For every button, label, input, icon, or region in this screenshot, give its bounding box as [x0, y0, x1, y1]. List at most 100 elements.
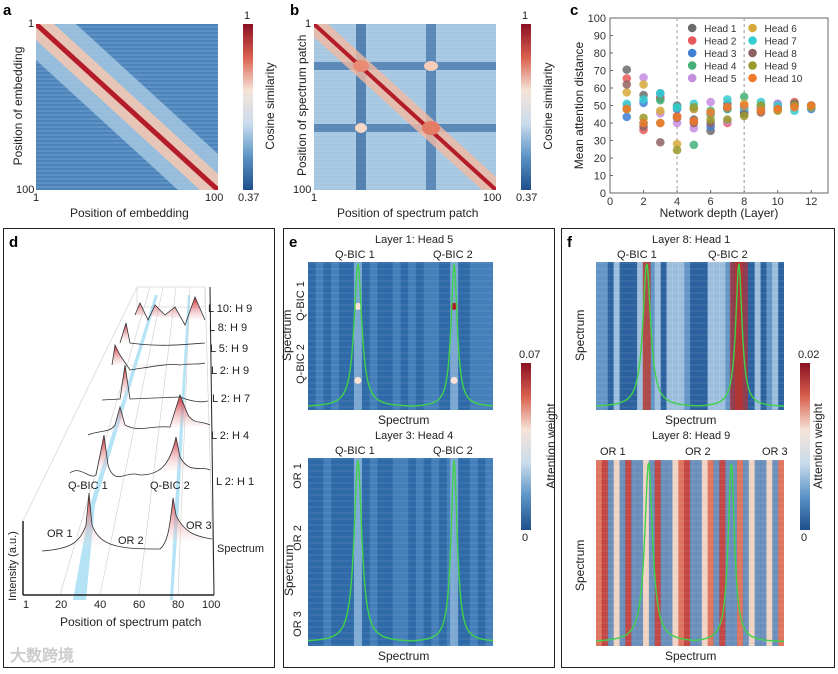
heatmap-row [596, 616, 784, 618]
heatmap-column [760, 460, 767, 646]
heatmap-column [631, 262, 638, 410]
legend-label: Head 5 [704, 74, 737, 85]
heatmap-column [625, 460, 632, 646]
heatmap-row [308, 638, 493, 640]
f-bottom-title: Layer 8: Head 9 [652, 430, 731, 442]
heatmap-row [308, 536, 493, 538]
heatmap-row [308, 482, 493, 484]
point-head-8 [622, 80, 632, 89]
point-head-6 [656, 106, 665, 116]
a-colorbar-label: Cosine similarity [263, 62, 277, 150]
heatmap-column [408, 458, 417, 646]
heatmap-row [596, 352, 784, 354]
legend-marker [687, 48, 697, 58]
heatmap-row [308, 500, 493, 502]
e-colorbar-min: 0 [522, 532, 529, 544]
heatmap-stripe [36, 32, 218, 34]
heatmap-column [654, 460, 662, 646]
spectrum-curve [596, 462, 784, 643]
heatmap-row [308, 464, 493, 466]
a-y-tick-1: 1 [28, 18, 35, 30]
heatmap-stripe [314, 164, 496, 166]
heatmap-column [713, 460, 720, 646]
heatmap-column [684, 262, 691, 410]
heatmap-row [596, 514, 784, 516]
e-colorbar [521, 363, 531, 530]
heatmap-column [331, 458, 340, 646]
b-y-tick-100: 100 [293, 184, 312, 196]
heatmap-row [308, 340, 493, 342]
heatmap-row [308, 406, 493, 408]
heatmap-row [308, 614, 493, 616]
heatmap-row [308, 382, 493, 384]
hotspot [354, 302, 362, 310]
b-y-label: Position of spectrum patch [295, 34, 309, 176]
heatmap-column [690, 460, 697, 646]
legend-label: Head 4 [704, 62, 737, 73]
heatmap-column [385, 458, 394, 646]
heatmap-row [596, 586, 784, 588]
heatmap-row [308, 376, 493, 378]
d-row-label-5: L 2: H 4 [211, 430, 250, 442]
heatmap-row [596, 292, 784, 294]
legend-marker [748, 48, 757, 58]
heatmap-column [613, 262, 620, 410]
heatmap-row [308, 596, 493, 598]
point-head-2 [622, 74, 632, 83]
a-colorbar-max: 1 [244, 10, 251, 22]
heatmap-stripe [314, 40, 496, 42]
heatmap-stripe [314, 168, 496, 170]
heatmap-row [596, 460, 784, 462]
e-top-heatmap [308, 262, 493, 410]
heatmap-column [648, 460, 656, 646]
heatmap-row [596, 496, 784, 498]
d-annot-qbic1: Q-BIC 1 [68, 480, 108, 492]
heatmap-column [601, 460, 609, 646]
hot-column [450, 458, 459, 646]
heatmap-row [308, 316, 493, 318]
heatmap-row [596, 298, 784, 300]
panel-d-waterfall [22, 286, 215, 600]
heatmap-column [678, 262, 685, 410]
heatmap-stripe [314, 88, 496, 90]
point-head-7 [672, 102, 682, 112]
heatmap-stripe [36, 64, 218, 66]
y-axis-label: Mean attention distance [572, 41, 586, 169]
point-head-4 [739, 92, 749, 102]
heatmap-column [415, 262, 425, 410]
y-tick-label: 30 [594, 136, 606, 148]
legend-label: Head 3 [704, 49, 737, 60]
d-x-tick-1: 1 [23, 599, 30, 611]
e-bottom-title: Layer 3: Head 4 [375, 430, 454, 442]
heatmap-row [596, 316, 784, 318]
point-head-10 [790, 102, 799, 112]
y-tick-label: 40 [594, 118, 606, 130]
heatmap-stripe [36, 180, 218, 182]
heatmap-row [308, 572, 493, 574]
heatmap-column [596, 460, 603, 646]
e-top-title: Layer 1: Head 5 [375, 234, 454, 246]
heatmap-row [596, 568, 784, 570]
b-x-tick-1: 1 [311, 192, 318, 204]
panel-f-label: f [567, 234, 572, 251]
heatmap-row [596, 340, 784, 342]
point-head-10 [739, 101, 749, 110]
d-annot-or1: OR 1 [47, 528, 73, 540]
heatmap-row [308, 394, 493, 396]
heatmap-stripe [314, 92, 496, 94]
a-x-label: Position of embedding [70, 206, 189, 220]
point-head-10 [656, 118, 665, 128]
legend-marker [687, 23, 697, 33]
b-x-label: Position of spectrum patch [337, 206, 479, 220]
heatmap-row [596, 628, 784, 630]
heatmap-column [323, 458, 332, 646]
spectrum-curve [308, 459, 493, 642]
heatmap-row [308, 298, 493, 300]
point-head-3 [622, 112, 632, 122]
e-bottom-heatmap [308, 458, 493, 646]
heatmap-column [361, 458, 371, 646]
a-x-tick-100: 100 [205, 192, 224, 204]
b-x-tick-100: 100 [483, 192, 502, 204]
heatmap-row [308, 400, 493, 402]
heatmap-row [308, 632, 493, 634]
